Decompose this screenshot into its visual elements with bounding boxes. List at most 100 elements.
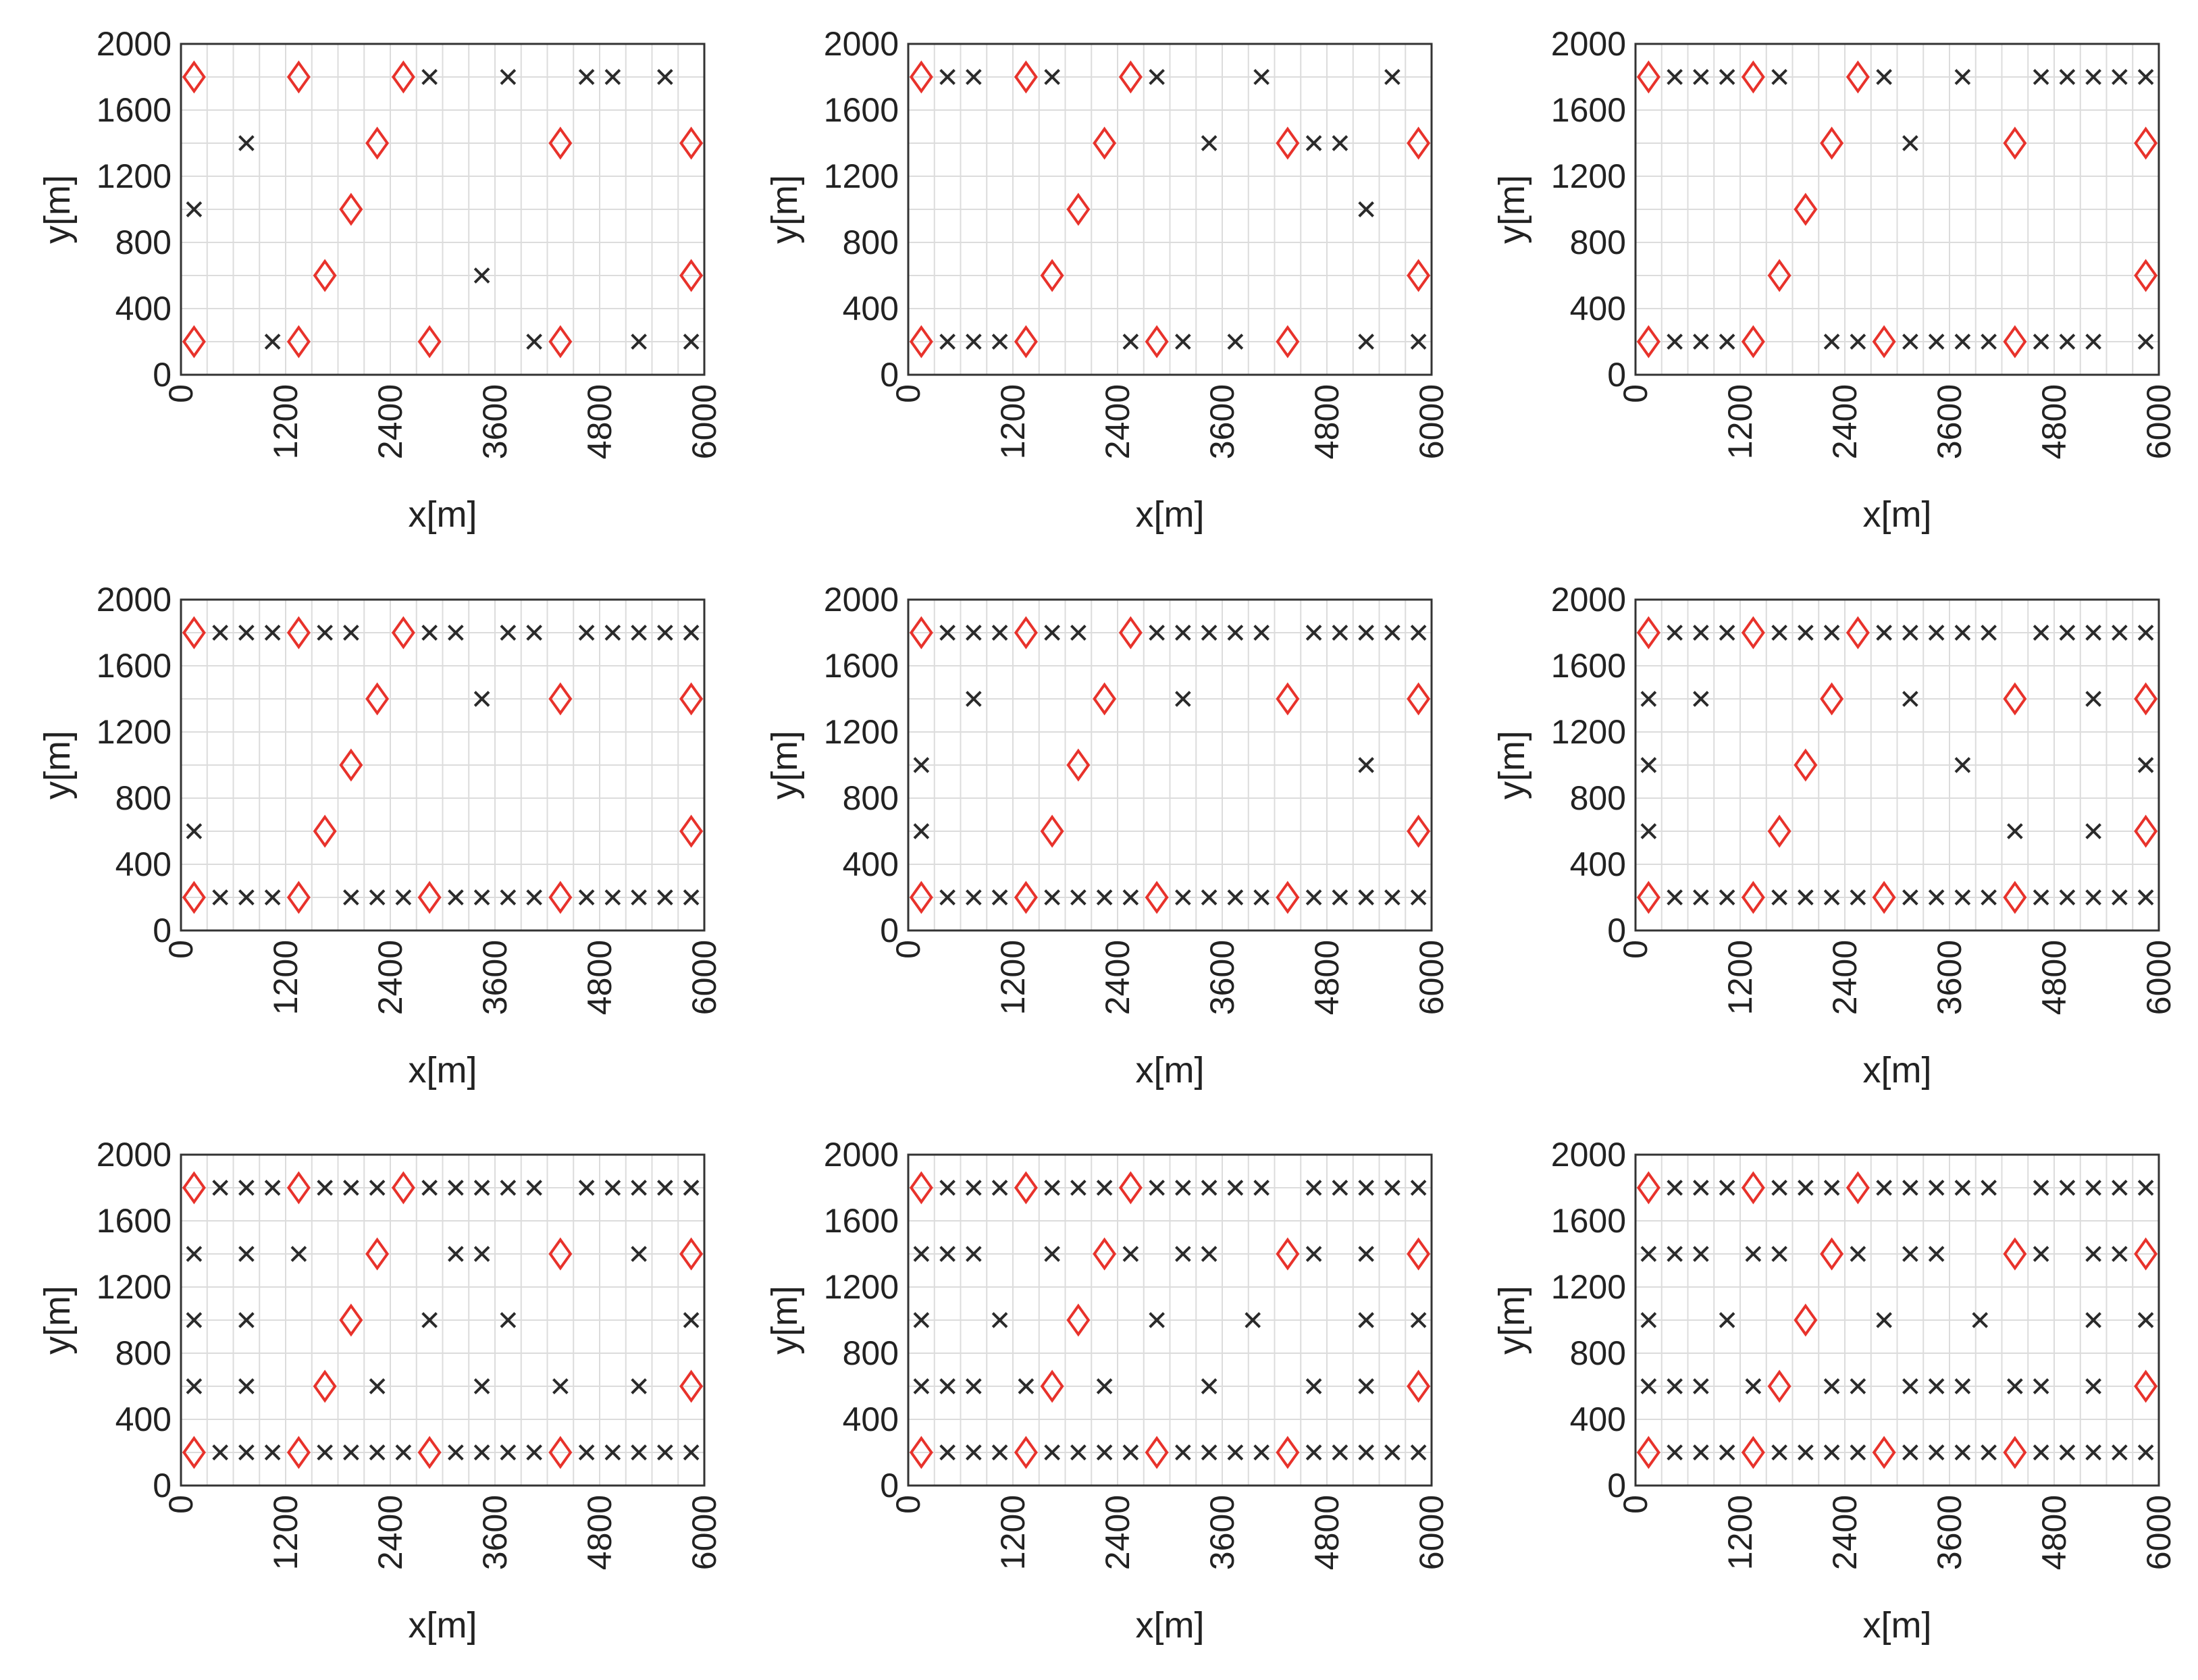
- x-tick-label: 6000: [2140, 940, 2178, 1015]
- cross-marker: [657, 1444, 673, 1461]
- diamond-marker: [909, 616, 933, 650]
- x-tick-label: 0: [889, 384, 927, 403]
- cross-marker: [966, 1444, 982, 1461]
- diamond-marker: [1872, 881, 1896, 914]
- x-axis-label: x[m]: [409, 1050, 477, 1091]
- cross-marker: [186, 1312, 203, 1328]
- diamond-marker: [286, 60, 311, 94]
- y-tick-label: 1600: [1551, 1202, 1626, 1240]
- cross-marker: [1201, 1246, 1218, 1262]
- y-tick-label: 400: [1570, 290, 1626, 327]
- y-axis-label: y[m]: [1492, 175, 1532, 244]
- cross-marker: [1201, 1180, 1218, 1196]
- panel-2: 0 400 800 1200 1600 2000 0 1200 2400 3600 4800 6000…: [764, 25, 1450, 535]
- cross-marker: [2112, 1180, 2128, 1196]
- cross-marker: [1928, 1378, 1945, 1394]
- cross-marker: [421, 1180, 438, 1196]
- cross-marker: [1902, 691, 1918, 707]
- cross-marker: [1332, 135, 1349, 151]
- cross-marker: [966, 334, 982, 350]
- panel-8: 0 400 800 1200 1600 2000 0 1200 2400 3600 4800 6000…: [764, 1136, 1450, 1646]
- cross-marker: [1902, 1246, 1918, 1262]
- cross-marker: [1358, 1444, 1374, 1461]
- y-tick-label: 1200: [97, 1268, 172, 1306]
- cross-marker: [1902, 1444, 1918, 1461]
- cross-marker: [657, 1180, 673, 1196]
- diamond-marker: [1118, 1171, 1143, 1205]
- diamond-marker: [182, 616, 206, 650]
- x-tick-label: 1200: [267, 940, 305, 1015]
- x-axis-label: x[m]: [1863, 494, 1932, 535]
- x-tick-label: 2400: [1826, 384, 1864, 459]
- cross-marker: [1640, 1378, 1657, 1394]
- diamond-marker: [1872, 325, 1896, 359]
- cross-marker: [1358, 1378, 1374, 1394]
- diamond-marker: [679, 259, 704, 292]
- cross-marker: [1667, 1246, 1683, 1262]
- x-tick-label: 0: [162, 1495, 200, 1514]
- cross-marker: [1693, 889, 1709, 905]
- cross-marker: [1693, 69, 1709, 85]
- cross-marker: [1096, 889, 1113, 905]
- cross-marker: [1149, 1312, 1165, 1328]
- cross-marker: [1954, 625, 1971, 641]
- x-tick-label: 1200: [267, 384, 305, 459]
- cross-marker: [1719, 625, 1735, 641]
- cross-marker: [1667, 1378, 1683, 1394]
- cross-marker: [264, 625, 281, 641]
- diamond-marker: [1014, 616, 1038, 650]
- cross-marker: [1823, 625, 1840, 641]
- cross-marker: [1122, 889, 1139, 905]
- panel-1: 0 400 800 1200 1600 2000 0 1200 2400 3600 4800 6000…: [37, 25, 723, 535]
- diamond-marker: [1276, 126, 1300, 160]
- cross-marker: [1149, 69, 1165, 85]
- diamond-marker: [1767, 814, 1791, 848]
- y-tick-label: 2000: [97, 25, 172, 63]
- diamond-marker: [1741, 1436, 1765, 1469]
- plot-frame: [180, 598, 706, 932]
- cross-marker: [1358, 334, 1374, 350]
- cross-marker: [1667, 1180, 1683, 1196]
- cross-marker: [343, 889, 359, 905]
- cross-marker: [264, 1180, 281, 1196]
- cross-marker: [343, 1444, 359, 1461]
- cross-marker: [1798, 889, 1814, 905]
- panel-3: 0 400 800 1200 1600 2000 0 1200 2400 3600 4800 6000…: [1492, 25, 2178, 535]
- cross-marker: [1928, 334, 1945, 350]
- y-tick-label: 1600: [824, 1202, 899, 1240]
- diamond-marker: [1276, 325, 1300, 359]
- diamond-marker: [1407, 682, 1431, 716]
- cross-marker: [2085, 1180, 2101, 1196]
- cross-marker: [1175, 691, 1191, 707]
- diamond-marker: [679, 126, 704, 160]
- diamond-marker: [1636, 325, 1660, 359]
- cross-marker: [966, 691, 982, 707]
- x-axis-label: x[m]: [409, 494, 477, 535]
- cross-marker: [212, 889, 228, 905]
- cross-marker: [1902, 1180, 1918, 1196]
- diamond-marker: [909, 881, 933, 914]
- cross-marker: [1981, 1444, 1997, 1461]
- y-tick-label: 0: [1607, 1467, 1626, 1504]
- diamond-marker: [1014, 325, 1038, 359]
- cross-marker: [1981, 334, 1997, 350]
- cross-marker: [526, 625, 542, 641]
- cross-marker: [1954, 1378, 1971, 1394]
- cross-marker: [913, 823, 930, 839]
- cross-marker: [939, 334, 956, 350]
- y-tick-label: 1200: [1551, 713, 1626, 751]
- x-tick-label: 4800: [1308, 384, 1346, 459]
- x-tick-label: 1200: [1721, 1495, 1759, 1570]
- cross-marker: [1070, 1180, 1087, 1196]
- diamond-marker: [182, 60, 206, 94]
- cross-marker: [913, 1312, 930, 1328]
- y-axis-label: y[m]: [764, 1286, 805, 1355]
- cross-marker: [1823, 334, 1840, 350]
- y-tick-label: 400: [115, 845, 172, 883]
- cross-marker: [1384, 625, 1401, 641]
- cross-marker: [500, 1180, 517, 1196]
- x-axis-label: x[m]: [1136, 494, 1205, 535]
- cross-marker: [1175, 1180, 1191, 1196]
- cross-marker: [939, 625, 956, 641]
- y-tick-label: 1200: [1551, 157, 1626, 195]
